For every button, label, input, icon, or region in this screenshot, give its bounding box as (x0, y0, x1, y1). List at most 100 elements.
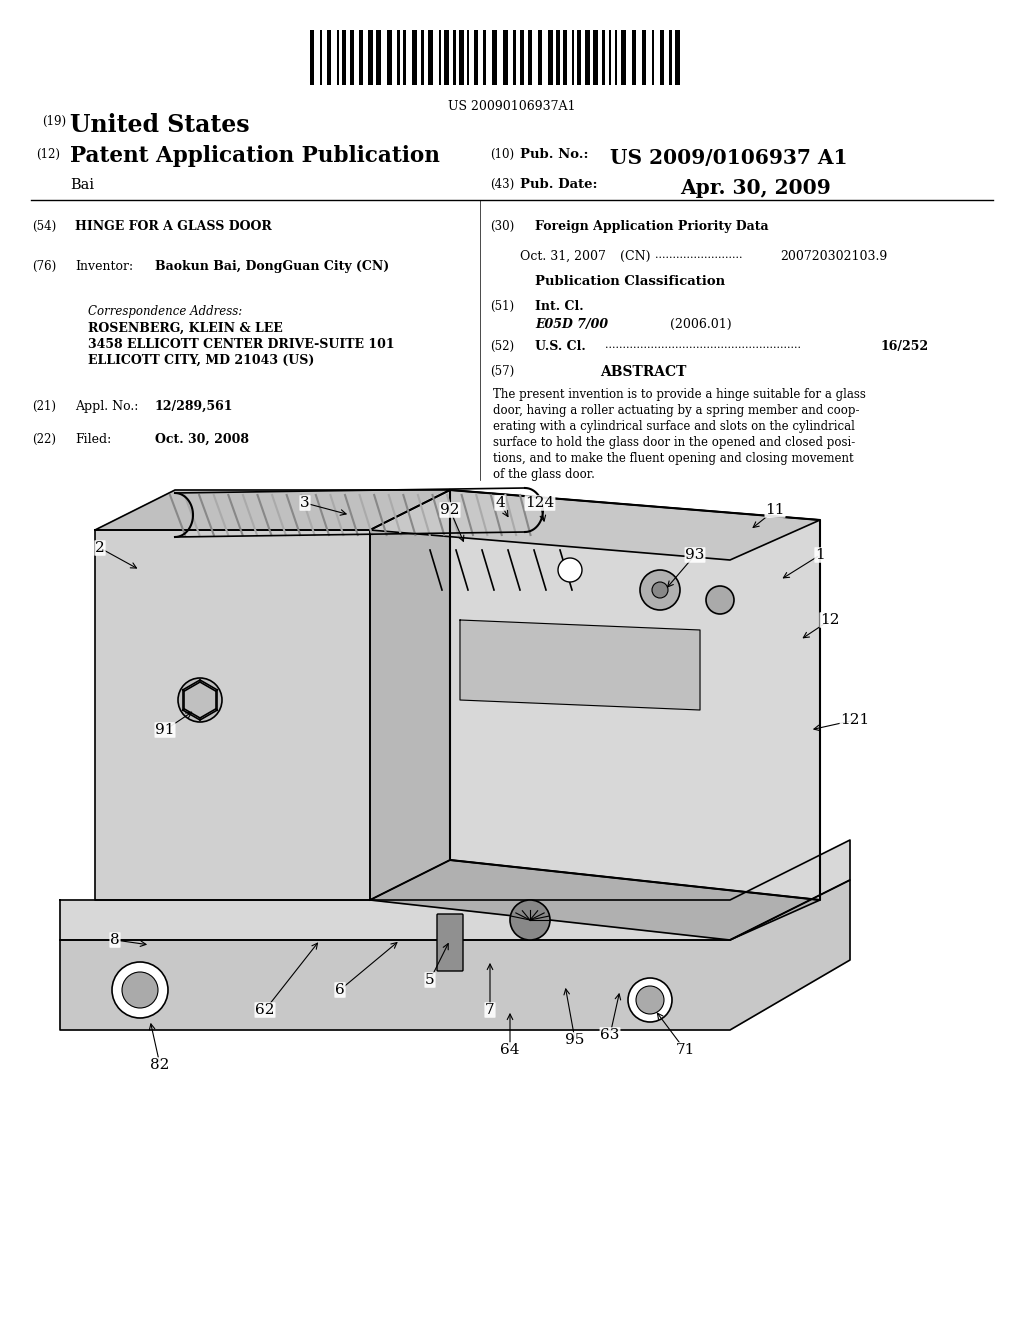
Text: Pub. Date:: Pub. Date: (520, 178, 597, 191)
Text: (12): (12) (36, 148, 60, 161)
Text: door, having a roller actuating by a spring member and coop-: door, having a roller actuating by a spr… (493, 404, 859, 417)
Bar (387, 30, 392, 84)
Text: Appl. No.:: Appl. No.: (75, 400, 138, 413)
Circle shape (558, 558, 582, 582)
Text: 121: 121 (841, 713, 869, 727)
Bar (403, 30, 406, 84)
Text: 64: 64 (501, 1043, 520, 1057)
Bar (319, 30, 322, 84)
Bar (669, 30, 672, 84)
Text: 11: 11 (765, 503, 784, 517)
Text: 91: 91 (156, 723, 175, 737)
Circle shape (636, 986, 664, 1014)
Text: (52): (52) (490, 341, 514, 352)
Circle shape (178, 678, 222, 722)
Bar (609, 30, 611, 84)
Bar (632, 30, 636, 84)
Text: (21): (21) (32, 400, 56, 413)
Text: 7: 7 (485, 1003, 495, 1016)
Bar (548, 30, 553, 84)
Bar (585, 30, 590, 84)
Text: 5: 5 (425, 973, 435, 987)
Bar (428, 30, 433, 84)
Circle shape (628, 978, 672, 1022)
Text: 6: 6 (335, 983, 345, 997)
Text: 62: 62 (255, 1003, 274, 1016)
Polygon shape (370, 490, 450, 900)
Circle shape (122, 972, 158, 1008)
Text: Inventor:: Inventor: (75, 260, 133, 273)
Bar (503, 30, 508, 84)
Text: (51): (51) (490, 300, 514, 313)
Bar (615, 30, 617, 84)
Text: 92: 92 (440, 503, 460, 517)
Bar (421, 30, 424, 84)
Bar (337, 30, 339, 84)
Bar (310, 30, 314, 84)
Text: Baokun Bai, DongGuan City (CN): Baokun Bai, DongGuan City (CN) (155, 260, 389, 273)
Bar (577, 30, 581, 84)
Polygon shape (95, 490, 450, 531)
Text: 93: 93 (685, 548, 705, 562)
Bar (528, 30, 532, 84)
Text: Apr. 30, 2009: Apr. 30, 2009 (680, 178, 830, 198)
Text: 12/289,561: 12/289,561 (155, 400, 233, 413)
Bar (593, 30, 598, 84)
Text: (76): (76) (32, 260, 56, 273)
Text: (57): (57) (490, 366, 514, 378)
Polygon shape (60, 880, 850, 1030)
Text: Foreign Application Priority Data: Foreign Application Priority Data (535, 220, 769, 234)
Bar (660, 30, 664, 84)
Bar (397, 30, 400, 84)
Bar (556, 30, 560, 84)
Text: 4: 4 (496, 496, 505, 510)
Text: 63: 63 (600, 1028, 620, 1041)
Text: (43): (43) (490, 178, 514, 191)
Circle shape (706, 586, 734, 614)
Text: (19): (19) (42, 115, 67, 128)
Text: (30): (30) (490, 220, 514, 234)
FancyBboxPatch shape (437, 913, 463, 972)
Text: ABSTRACT: ABSTRACT (600, 366, 686, 379)
Polygon shape (60, 840, 850, 940)
Text: U.S. Cl.: U.S. Cl. (535, 341, 586, 352)
Text: 8: 8 (111, 933, 120, 946)
Text: tions, and to make the fluent opening and closing movement: tions, and to make the fluent opening an… (493, 451, 854, 465)
Text: (2006.01): (2006.01) (670, 318, 731, 331)
Bar (563, 30, 567, 84)
Bar (467, 30, 469, 84)
Bar (572, 30, 574, 84)
Text: Filed:: Filed: (75, 433, 112, 446)
Text: Oct. 31, 2007: Oct. 31, 2007 (520, 249, 606, 263)
Text: 124: 124 (525, 496, 555, 510)
Text: surface to hold the glass door in the opened and closed posi-: surface to hold the glass door in the op… (493, 436, 855, 449)
Bar (327, 30, 331, 84)
Bar (412, 30, 417, 84)
Circle shape (510, 900, 550, 940)
Text: Int. Cl.: Int. Cl. (535, 300, 584, 313)
Text: (10): (10) (490, 148, 514, 161)
Text: Oct. 30, 2008: Oct. 30, 2008 (155, 433, 249, 446)
Polygon shape (95, 531, 370, 900)
Text: 12: 12 (820, 612, 840, 627)
Bar (652, 30, 654, 84)
Text: Publication Classification: Publication Classification (535, 275, 725, 288)
Bar (520, 30, 524, 84)
Text: ELLICOTT CITY, MD 21043 (US): ELLICOTT CITY, MD 21043 (US) (88, 354, 314, 367)
Bar (444, 30, 449, 84)
Bar (474, 30, 478, 84)
Bar (376, 30, 381, 84)
Text: 2: 2 (95, 541, 104, 554)
Bar (483, 30, 486, 84)
Bar (459, 30, 464, 84)
Bar (642, 30, 646, 84)
Text: 200720302103.9: 200720302103.9 (780, 249, 887, 263)
Text: 3458 ELLICOTT CENTER DRIVE-SUITE 101: 3458 ELLICOTT CENTER DRIVE-SUITE 101 (88, 338, 394, 351)
Text: United States: United States (70, 114, 250, 137)
Bar (342, 30, 346, 84)
Text: 3: 3 (300, 496, 310, 510)
Text: US 20090106937A1: US 20090106937A1 (449, 100, 575, 114)
Text: US 2009/0106937 A1: US 2009/0106937 A1 (610, 148, 848, 168)
Text: Patent Application Publication: Patent Application Publication (70, 145, 440, 168)
Bar (439, 30, 441, 84)
